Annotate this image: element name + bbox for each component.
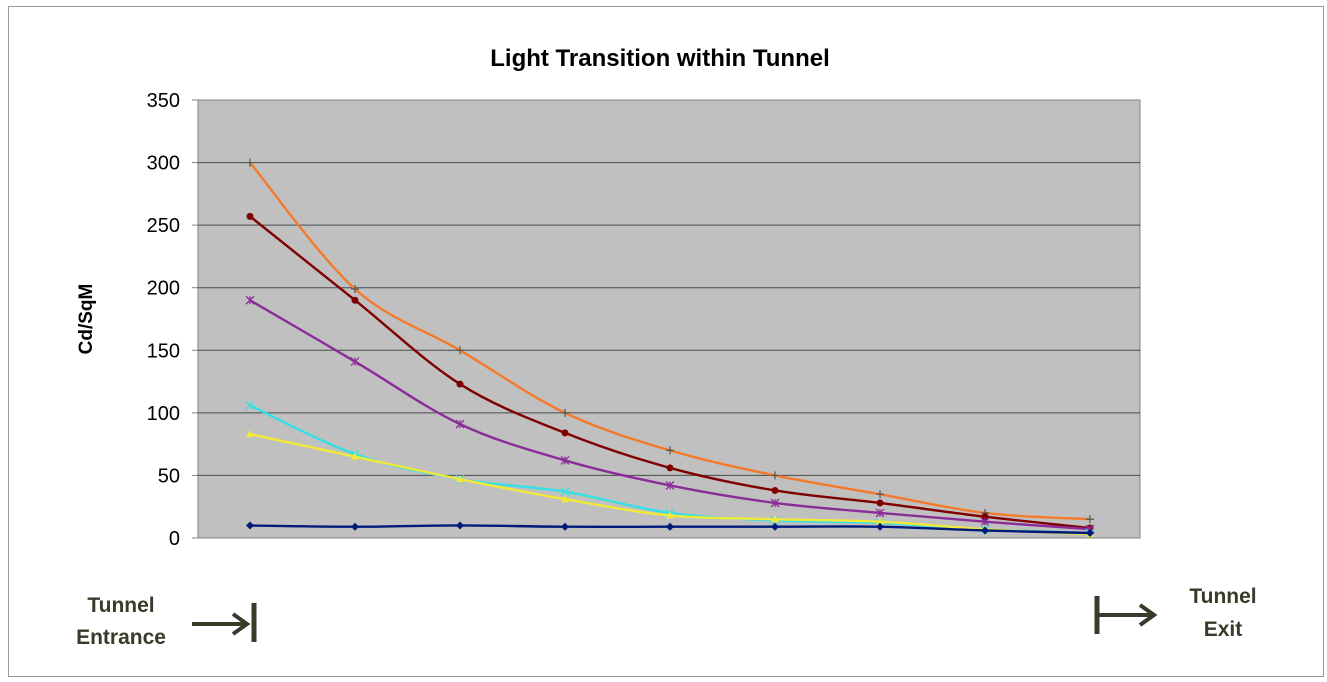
data-point	[876, 499, 884, 507]
y-axis-ticks: 0 50 100 150 200 250 300 350	[147, 90, 198, 550]
arrow-right-icon	[1094, 596, 1158, 634]
y-tick-label: 50	[158, 465, 180, 487]
data-point	[351, 452, 359, 460]
data-point	[456, 475, 464, 483]
y-tick-label: 150	[147, 340, 180, 362]
data-point	[456, 521, 464, 530]
data-point	[246, 521, 254, 530]
data-point	[876, 522, 884, 531]
data-point	[771, 486, 779, 494]
series-6	[246, 521, 1094, 537]
y-tick-label: 100	[147, 403, 180, 425]
data-point	[771, 522, 779, 531]
data-point	[351, 296, 359, 304]
plot-area	[197, 99, 1141, 539]
data-point	[245, 400, 255, 410]
data-point	[561, 429, 569, 437]
data-point	[666, 511, 674, 519]
data-point	[455, 419, 465, 429]
series-2	[246, 212, 1094, 532]
data-point	[246, 158, 254, 167]
data-point	[351, 522, 359, 531]
data-point	[875, 508, 885, 518]
chart-title: Light Transition within Tunnel	[490, 45, 830, 72]
y-tick-label: 200	[147, 278, 180, 300]
data-point	[665, 480, 675, 490]
series-group	[245, 158, 1095, 538]
data-point	[561, 495, 569, 503]
data-point	[770, 498, 780, 508]
exit-label-line2: Exit	[1204, 618, 1243, 641]
data-point	[876, 517, 884, 525]
data-point	[245, 295, 255, 305]
data-point	[246, 212, 254, 220]
y-tick-label: 250	[147, 215, 180, 237]
data-point	[1086, 528, 1094, 537]
tunnel-entrance-annotation: Tunnel Entrance	[76, 594, 257, 649]
tunnel-exit-annotation: Tunnel Exit	[1094, 585, 1257, 641]
y-tick-label: 350	[147, 90, 180, 112]
data-point	[561, 522, 569, 531]
data-point	[981, 513, 989, 521]
data-point	[981, 526, 989, 535]
series-3	[245, 295, 1095, 534]
data-point	[771, 471, 779, 480]
gridlines	[198, 162, 1140, 476]
series-1	[246, 158, 1094, 524]
entrance-label-line1: Tunnel	[87, 594, 154, 617]
series-line	[249, 161, 1091, 521]
data-point	[980, 517, 990, 527]
data-point	[666, 446, 674, 455]
data-point	[350, 357, 360, 367]
data-point	[456, 346, 464, 355]
y-tick-label: 300	[147, 153, 180, 175]
data-point	[246, 430, 254, 438]
data-point	[560, 455, 570, 465]
data-point	[561, 408, 569, 417]
exit-label-line1: Tunnel	[1189, 585, 1256, 608]
data-point	[666, 464, 674, 472]
data-point	[771, 515, 779, 523]
arrow-right-icon	[192, 603, 257, 642]
y-axis-label: Cd/SqM	[76, 284, 97, 355]
y-tick-label: 0	[169, 528, 180, 550]
data-point	[351, 284, 359, 293]
data-point	[876, 490, 884, 499]
data-point	[1086, 515, 1094, 524]
data-point	[456, 380, 464, 388]
data-point	[666, 522, 674, 531]
entrance-label-line2: Entrance	[76, 626, 166, 649]
data-point	[560, 487, 570, 497]
